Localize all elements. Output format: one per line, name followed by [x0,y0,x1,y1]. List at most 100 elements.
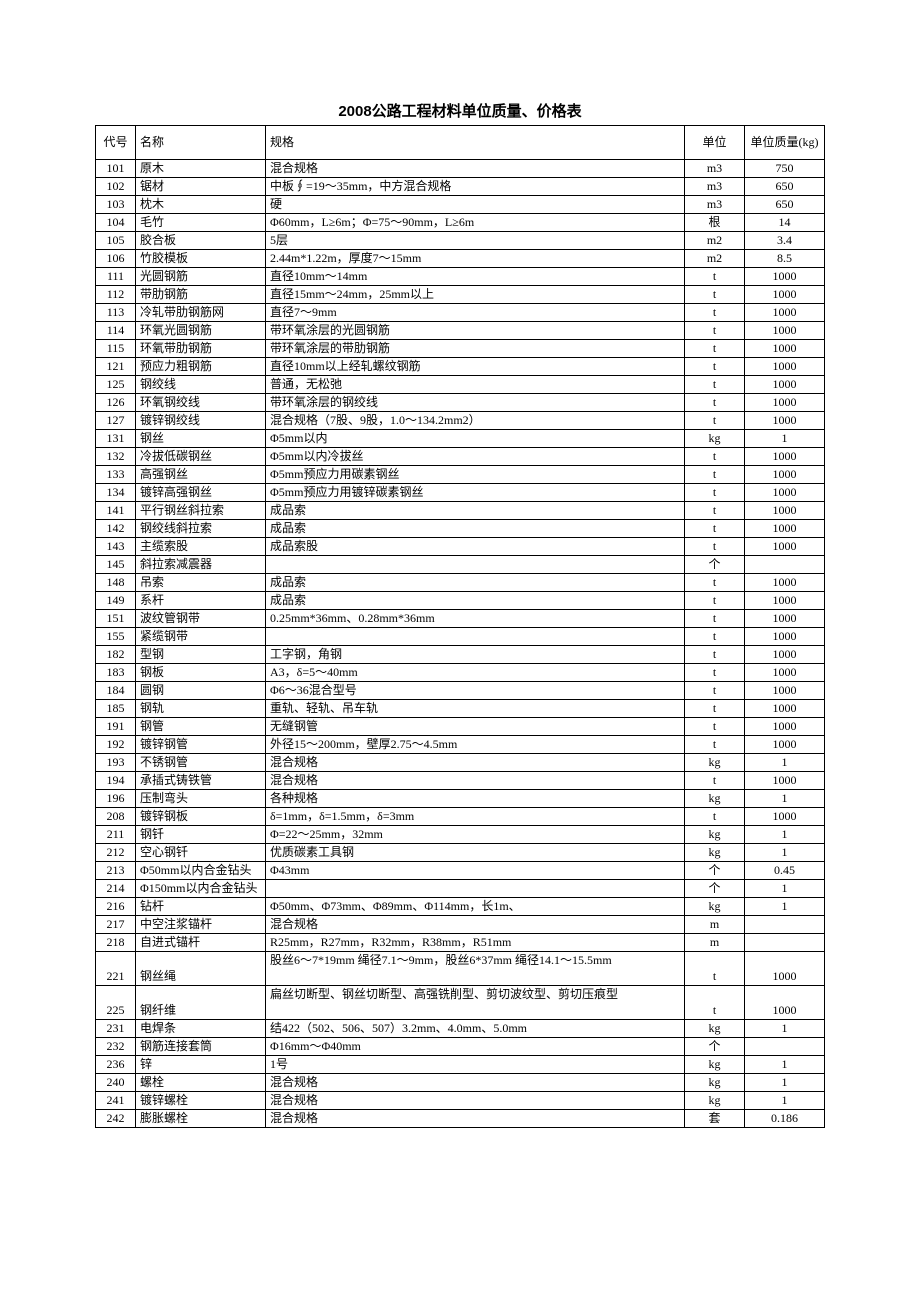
cell-code: 214 [96,880,136,898]
cell-code: 236 [96,1056,136,1074]
cell-unit: t [685,268,745,286]
table-row: 105胶合板5层m23.4 [96,232,825,250]
cell-name: 系杆 [136,592,266,610]
table-row: 112带肋钢筋直径15mm～24mm，25mm以上t1000 [96,286,825,304]
header-code: 代号 [96,126,136,160]
cell-unit: m [685,934,745,952]
cell-spec: 普通，无松弛 [266,376,685,394]
cell-spec: 直径15mm～24mm，25mm以上 [266,286,685,304]
header-mass: 单位质量(kg) [745,126,825,160]
table-row: 208镀锌钢板δ=1mm，δ=1.5mm，δ=3mmt1000 [96,808,825,826]
cell-code: 132 [96,448,136,466]
cell-mass: 1000 [745,340,825,358]
materials-table: 代号 名称 规格 单位 单位质量(kg) 101原木混合规格m3750102锯材… [95,125,825,1128]
table-row: 193不锈钢管混合规格kg1 [96,754,825,772]
cell-unit: m [685,916,745,934]
cell-name: 中空注浆锚杆 [136,916,266,934]
cell-unit: t [685,574,745,592]
cell-spec: Φ6～36混合型号 [266,682,685,700]
cell-name: 原木 [136,160,266,178]
cell-unit: t [685,304,745,322]
cell-code: 141 [96,502,136,520]
cell-spec: Φ=22～25mm，32mm [266,826,685,844]
cell-mass: 1000 [745,502,825,520]
cell-spec: 成品索 [266,502,685,520]
cell-code: 185 [96,700,136,718]
cell-spec: 成品索股 [266,538,685,556]
cell-code: 101 [96,160,136,178]
cell-code: 184 [96,682,136,700]
table-row: 213Φ50mm以内合金钻头Φ43mm个0.45 [96,862,825,880]
cell-spec: 直径10mm以上经轧螺纹钢筋 [266,358,685,376]
cell-mass: 1000 [745,610,825,628]
table-row: 131钢丝Φ5mm以内kg1 [96,430,825,448]
cell-unit: t [685,502,745,520]
cell-mass: 1000 [745,700,825,718]
table-row: 185钢轨重轨、轻轨、吊车轨t1000 [96,700,825,718]
cell-unit: t [685,700,745,718]
cell-name: 钢绞线斜拉索 [136,520,266,538]
cell-code: 241 [96,1092,136,1110]
cell-name: 吊索 [136,574,266,592]
cell-spec: 混合规格 [266,1074,685,1092]
cell-unit: m3 [685,178,745,196]
cell-code: 112 [96,286,136,304]
cell-mass: 1000 [745,592,825,610]
table-row: 125钢绞线普通，无松弛t1000 [96,376,825,394]
cell-code: 126 [96,394,136,412]
cell-code: 182 [96,646,136,664]
cell-spec: 工字钢，角钢 [266,646,685,664]
cell-code: 115 [96,340,136,358]
cell-unit: 根 [685,214,745,232]
cell-code: 183 [96,664,136,682]
cell-unit: t [685,592,745,610]
cell-name: 斜拉索减震器 [136,556,266,574]
cell-code: 155 [96,628,136,646]
table-row: 212空心钢钎优质碳素工具钢kg1 [96,844,825,862]
cell-code: 151 [96,610,136,628]
cell-mass: 1 [745,880,825,898]
cell-mass: 1000 [745,736,825,754]
cell-mass: 1000 [745,376,825,394]
table-row: 103枕木硬m3650 [96,196,825,214]
cell-unit: m2 [685,250,745,268]
cell-mass: 8.5 [745,250,825,268]
cell-unit: t [685,610,745,628]
cell-name: 钢筋连接套筒 [136,1038,266,1056]
cell-name: 胶合板 [136,232,266,250]
cell-name: 镀锌高强钢丝 [136,484,266,502]
cell-name: 环氧光圆钢筋 [136,322,266,340]
cell-spec: 中板∮=19～35mm，中方混合规格 [266,178,685,196]
cell-spec: δ=1mm，δ=1.5mm，δ=3mm [266,808,685,826]
cell-name: 钢绞线 [136,376,266,394]
cell-unit: kg [685,754,745,772]
cell-unit: m2 [685,232,745,250]
cell-spec: 无缝钢管 [266,718,685,736]
cell-unit: t [685,484,745,502]
cell-spec: 外径15～200mm，壁厚2.75～4.5mm [266,736,685,754]
cell-unit: kg [685,430,745,448]
cell-mass: 1000 [745,412,825,430]
cell-name: 镀锌螺栓 [136,1092,266,1110]
cell-unit: t [685,718,745,736]
table-row: 225钢纤维扁丝切断型、钢丝切断型、高强铣削型、剪切波纹型、剪切压痕型t1000 [96,986,825,1020]
cell-unit: t [685,340,745,358]
table-row: 151波纹管钢带0.25mm*36mm、0.28mm*36mmt1000 [96,610,825,628]
cell-spec: 成品索 [266,520,685,538]
cell-mass: 1000 [745,358,825,376]
cell-spec: A3，δ=5～40mm [266,664,685,682]
cell-name: 钢纤维 [136,986,266,1020]
cell-code: 217 [96,916,136,934]
table-row: 121预应力粗钢筋直径10mm以上经轧螺纹钢筋t1000 [96,358,825,376]
cell-name: 钢板 [136,664,266,682]
cell-unit: t [685,358,745,376]
table-row: 182型钢工字钢，角钢t1000 [96,646,825,664]
cell-mass: 1000 [745,574,825,592]
cell-mass: 1 [745,1092,825,1110]
table-row: 216钻杆Φ50mm、Φ73mm、Φ89mm、Φ114mm，长1m、kg1 [96,898,825,916]
table-row: 104毛竹Φ60mm，L≥6m；Φ=75～90mm，L≥6m根14 [96,214,825,232]
cell-mass: 1000 [745,772,825,790]
table-row: 231电焊条结422（502、506、507）3.2mm、4.0mm、5.0mm… [96,1020,825,1038]
cell-mass: 1000 [745,628,825,646]
cell-mass: 1 [745,790,825,808]
